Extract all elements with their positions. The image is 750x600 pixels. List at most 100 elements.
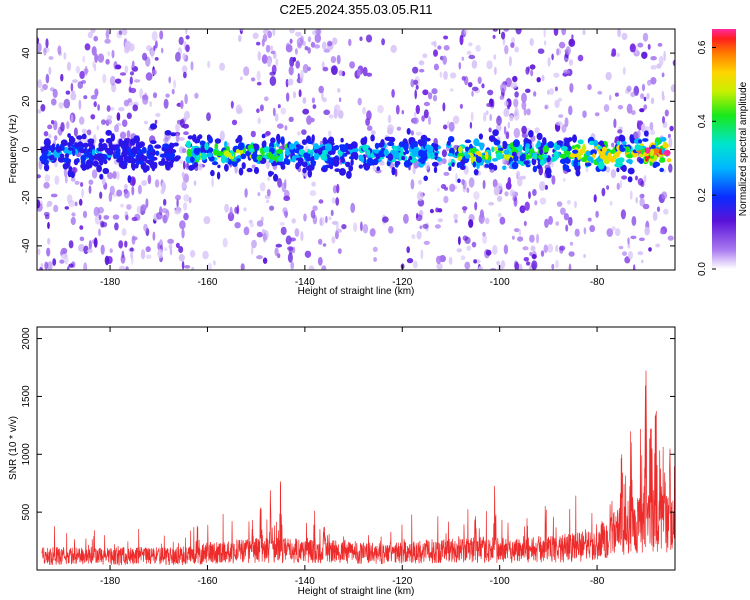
spectrum-noise-cell bbox=[341, 224, 347, 230]
spectrum-noise-cell bbox=[661, 191, 668, 200]
spectrum-signal-cell bbox=[208, 147, 214, 153]
spectrum-noise-cell bbox=[48, 56, 54, 60]
spectrum-noise-cell bbox=[639, 108, 645, 113]
spectrum-noise-cell bbox=[437, 218, 443, 223]
spectrum-signal-cell bbox=[470, 156, 478, 164]
spectrum-noise-cell bbox=[294, 48, 298, 55]
spectrum-noise-cell bbox=[533, 91, 537, 97]
spectrum-signal-cell bbox=[276, 148, 283, 154]
spectrum-noise-cell bbox=[202, 250, 209, 260]
spectrum-noise-cell bbox=[323, 109, 331, 116]
spectrum-noise-cell bbox=[78, 198, 83, 206]
spectrum-noise-cell bbox=[543, 40, 547, 46]
spectrum-noise-cell bbox=[47, 221, 50, 230]
spectrum-noise-cell bbox=[655, 243, 661, 248]
spectrum-y-tick-label: -20 bbox=[21, 190, 32, 205]
spectrum-signal-cell bbox=[386, 160, 391, 167]
spectrum-noise-cell bbox=[276, 123, 284, 129]
spectrum-noise-cell bbox=[413, 79, 419, 86]
spectrum-signal-cell bbox=[103, 159, 108, 165]
spectrum-noise-cell bbox=[290, 261, 295, 270]
colorbar-label: Normalized spectral amplitude bbox=[738, 81, 749, 216]
spectrum-noise-cell bbox=[620, 209, 627, 220]
spectrum-noise-cell bbox=[514, 91, 519, 98]
spectrum-noise-cell bbox=[40, 104, 46, 112]
spectrum-signal-cell bbox=[190, 156, 195, 164]
spectrum-noise-cell bbox=[322, 97, 327, 103]
spectrum-noise-cell bbox=[558, 41, 566, 49]
spectrum-signal-cell bbox=[147, 145, 154, 153]
spectrum-noise-cell bbox=[331, 65, 338, 76]
spectrum-noise-cell bbox=[471, 90, 474, 97]
spectrum-signal-cell bbox=[663, 149, 671, 157]
spectrum-signal-cell bbox=[216, 150, 224, 157]
spectrum-noise-cell bbox=[614, 92, 619, 97]
spectrum-noise-cell bbox=[647, 79, 652, 86]
spectrum-noise-cell bbox=[256, 108, 260, 113]
spectrum-noise-cell bbox=[330, 209, 334, 217]
spectrum-noise-cell bbox=[441, 158, 447, 165]
spectrum-noise-cell bbox=[238, 34, 242, 43]
spectrum-noise-cell bbox=[488, 202, 495, 206]
spectrum-signal-cell bbox=[580, 157, 588, 163]
spectrum-signal-cell bbox=[199, 140, 206, 146]
spectrum-signal-cell bbox=[406, 127, 411, 135]
spectrum-noise-cell bbox=[560, 207, 566, 215]
spectrum-noise-cell bbox=[50, 193, 58, 198]
spectrum-noise-cell bbox=[617, 129, 623, 134]
spectrum-noise-cell bbox=[184, 93, 188, 105]
spectrum-signal-cell bbox=[472, 161, 477, 168]
spectrum-noise-cell bbox=[290, 237, 296, 242]
spectrum-signal-cell bbox=[447, 152, 454, 157]
spectrum-noise-cell bbox=[70, 92, 77, 101]
spectrum-noise-cell bbox=[71, 212, 76, 217]
spectrum-noise-cell bbox=[635, 196, 638, 204]
spectrum-noise-cell bbox=[143, 223, 148, 232]
spectrum-noise-cell bbox=[181, 65, 188, 74]
spectrum-noise-cell bbox=[243, 66, 250, 76]
spectrum-noise-cell bbox=[310, 209, 316, 219]
spectrum-signal-cell bbox=[401, 156, 405, 161]
spectrum-noise-cell bbox=[437, 187, 440, 192]
spectrum-noise-cell bbox=[568, 251, 575, 257]
spectrum-signal-cell bbox=[222, 157, 226, 162]
spectrum-signal-cell bbox=[478, 133, 483, 140]
spectrum-noise-cell bbox=[521, 101, 527, 110]
spectrum-noise-cell bbox=[412, 66, 419, 74]
spectrum-signal-cell bbox=[267, 151, 273, 160]
spectrum-noise-cell bbox=[643, 104, 648, 110]
spectrum-noise-cell bbox=[132, 177, 135, 187]
spectrum-noise-cell bbox=[335, 232, 339, 240]
spectrum-noise-cell bbox=[587, 217, 592, 222]
spectrum-noise-cell bbox=[529, 64, 536, 70]
spectrum-noise-cell bbox=[285, 42, 290, 51]
spectrum-noise-cell bbox=[105, 58, 110, 65]
spectrum-noise-cell bbox=[551, 263, 555, 270]
snr-chart: -180 -160 -140 -120 -100 -80 500100015002000 … bbox=[8, 326, 676, 597]
spectrum-noise-cell bbox=[86, 129, 92, 136]
spectrum-signal-cell bbox=[393, 145, 398, 151]
colorbar-tick-label: 0.4 bbox=[697, 114, 708, 128]
spectrum-signal-cell bbox=[475, 156, 482, 164]
spectrum-noise-cell bbox=[194, 92, 199, 99]
spectrum-signal-cell bbox=[68, 147, 74, 151]
spectrum-signal-cell bbox=[622, 141, 627, 145]
spectrum-noise-cell bbox=[443, 171, 450, 176]
spectrum-noise-cell bbox=[556, 48, 560, 56]
spectrum-signal-cell bbox=[285, 158, 291, 166]
spectrum-signal-cell bbox=[117, 147, 121, 154]
spectrum-noise-cell bbox=[410, 179, 415, 190]
spectrum-noise-cell bbox=[362, 223, 369, 234]
spectrum-signal-cell bbox=[484, 163, 489, 168]
spectrum-noise-cell bbox=[523, 257, 529, 262]
spectrum-noise-cell bbox=[458, 236, 461, 246]
spectrum-noise-cell bbox=[401, 110, 405, 115]
spectrum-noise-cell bbox=[107, 115, 113, 120]
spectrum-signal-cell bbox=[597, 145, 603, 150]
spectrum-noise-cell bbox=[121, 228, 127, 237]
spectrum-noise-cell bbox=[529, 38, 534, 46]
spectrum-signal-cell bbox=[307, 164, 315, 171]
spectrum-signal-cell bbox=[523, 160, 530, 165]
spectrum-x-axis: -180 -160 -140 -120 -100 -80 bbox=[100, 29, 605, 288]
snr-y-axis-label: SNR (10 * v/v) bbox=[8, 416, 19, 480]
